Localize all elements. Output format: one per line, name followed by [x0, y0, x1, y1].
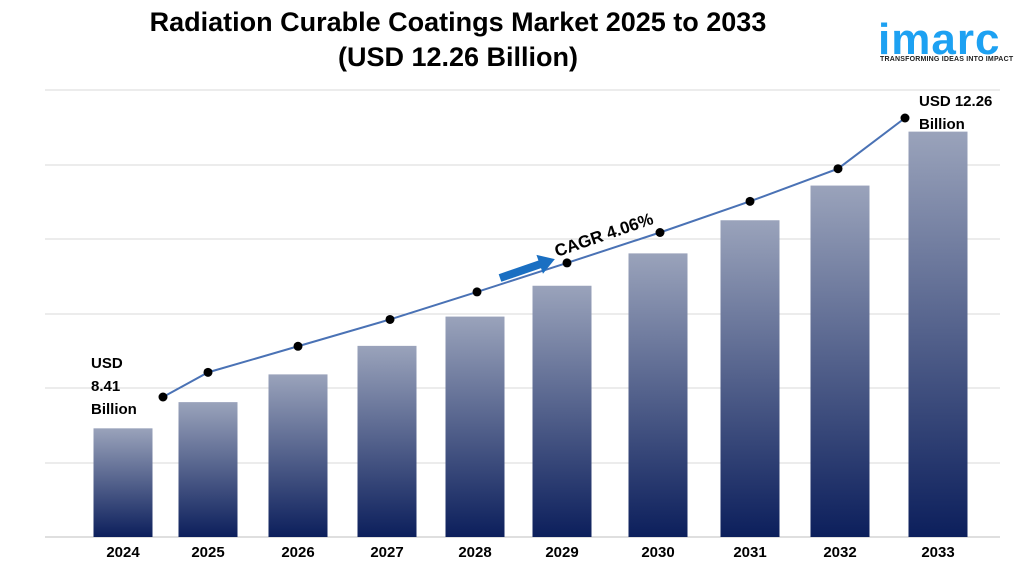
bar-2026: [268, 374, 328, 537]
trend-point-2028: [472, 287, 482, 297]
trend-point-2026: [293, 341, 303, 351]
end-value-label-line1: USD 12.26: [919, 93, 992, 110]
bar-2027: [357, 345, 417, 537]
trend-point-2030: [655, 227, 665, 237]
start-value-label-line1: USD: [91, 355, 123, 372]
bar-2024: [93, 428, 153, 537]
logo-wordmark: imarc: [878, 15, 1001, 64]
x-tick-label-2024: 2024: [106, 544, 140, 561]
start-value-label-line3: Billion: [91, 401, 137, 418]
chart-title: Radiation Curable Coatings Market 2025 t…: [149, 7, 767, 37]
trend-point-2024: [158, 392, 168, 402]
x-tick-label-2028: 2028: [458, 544, 491, 561]
trend-line: [158, 113, 910, 402]
bar-2029: [532, 285, 592, 537]
end-value-label-line2: Billion: [919, 116, 965, 133]
bar-2031: [720, 220, 780, 537]
bars: [93, 131, 968, 537]
x-tick-label-2027: 2027: [370, 544, 403, 561]
bar-2025: [178, 402, 238, 537]
imarc-logo: imarc TRANSFORMING IDEAS INTO IMPACT: [866, 10, 1016, 70]
cagr-arrow: [498, 254, 555, 282]
x-axis-ticks: 2024 2025 2026 2027 2028 2029 2030 2031 2032 2033: [106, 544, 954, 561]
chart-subtitle: (USD 12.26 Billion): [337, 42, 579, 72]
trend-point-2027: [385, 314, 395, 324]
logo-tagline: TRANSFORMING IDEAS INTO IMPACT: [880, 56, 1014, 63]
x-tick-label-2025: 2025: [191, 544, 224, 561]
x-tick-label-2032: 2032: [823, 544, 856, 561]
trend-point-2029: [562, 258, 572, 268]
start-value-label-line2: 8.41: [91, 378, 120, 395]
x-tick-label-2031: 2031: [733, 544, 766, 561]
trend-point-2032: [833, 164, 843, 174]
cagr-label: CAGR 4.06%: [552, 209, 656, 260]
trend-polyline: [162, 117, 906, 398]
x-tick-label-2033: 2033: [921, 544, 954, 561]
bar-2030: [628, 253, 688, 537]
x-tick-label-2030: 2030: [641, 544, 674, 561]
trend-point-2031: [745, 196, 755, 206]
x-tick-label-2029: 2029: [545, 544, 578, 561]
bar-2028: [445, 316, 505, 537]
bar-2032: [810, 185, 870, 537]
x-tick-label-2026: 2026: [281, 544, 314, 561]
bar-2033: [908, 131, 968, 537]
trend-point-2033: [900, 113, 910, 123]
trend-point-2025: [203, 367, 213, 377]
